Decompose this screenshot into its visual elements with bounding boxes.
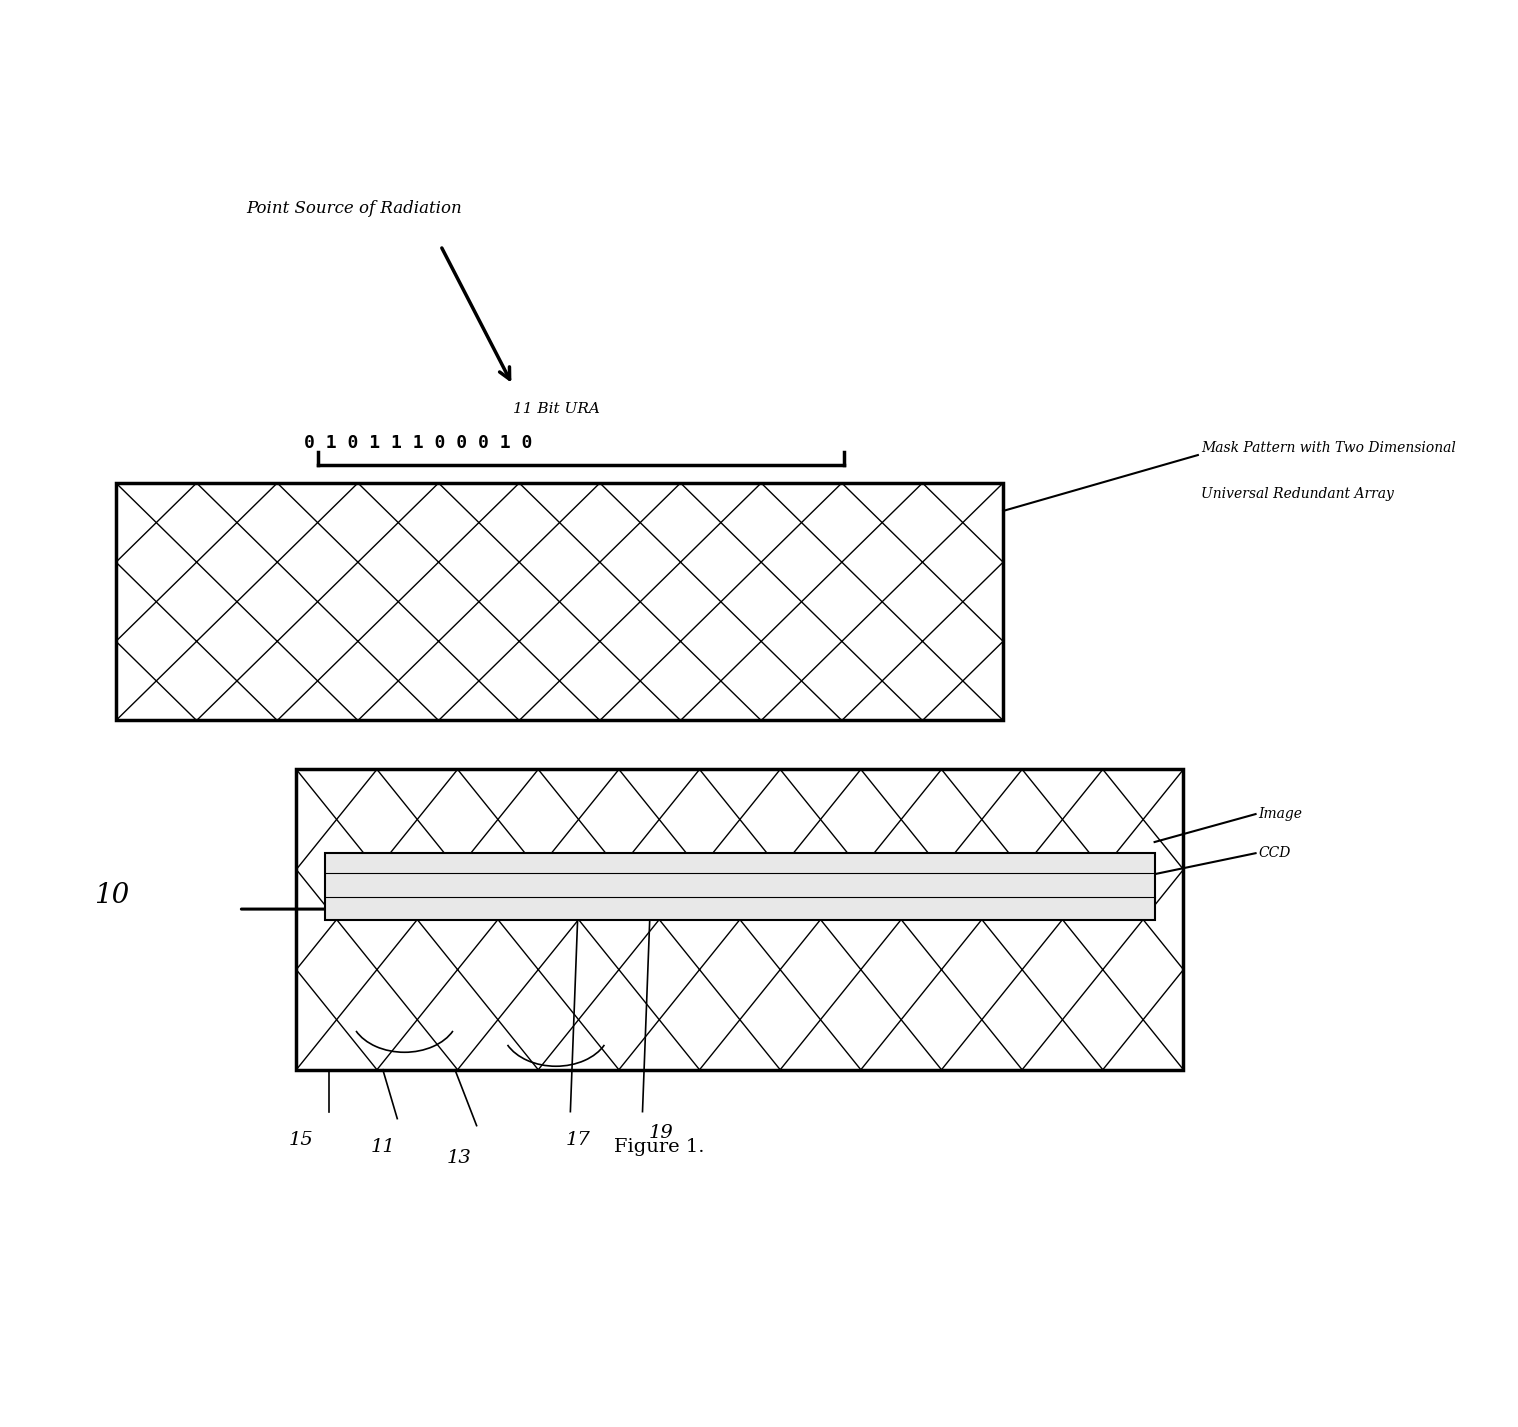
Text: 19: 19 [648, 1123, 674, 1142]
Text: Mask Pattern with Two Dimensional: Mask Pattern with Two Dimensional [1201, 441, 1456, 455]
Text: 15: 15 [288, 1130, 313, 1149]
Text: 17: 17 [565, 1130, 591, 1149]
Text: 11: 11 [370, 1137, 395, 1156]
Bar [325, 853, 1155, 920]
Text: 0 1 0 1 1 1 0 0 0 1 0: 0 1 0 1 1 1 0 0 0 1 0 [304, 434, 531, 452]
Text: Universal Redundant Array: Universal Redundant Array [1201, 487, 1394, 501]
Text: 13: 13 [446, 1149, 472, 1167]
Text: CCD: CCD [1258, 846, 1290, 860]
Bar [115, 482, 1003, 721]
Bar [296, 769, 1184, 1070]
Text: Point Source of Radiation: Point Source of Radiation [246, 200, 461, 217]
Text: 11 Bit URA: 11 Bit URA [513, 402, 600, 417]
Text: Figure 1.: Figure 1. [613, 1137, 704, 1156]
Text: Image: Image [1258, 808, 1302, 821]
Text: 10: 10 [94, 882, 129, 909]
